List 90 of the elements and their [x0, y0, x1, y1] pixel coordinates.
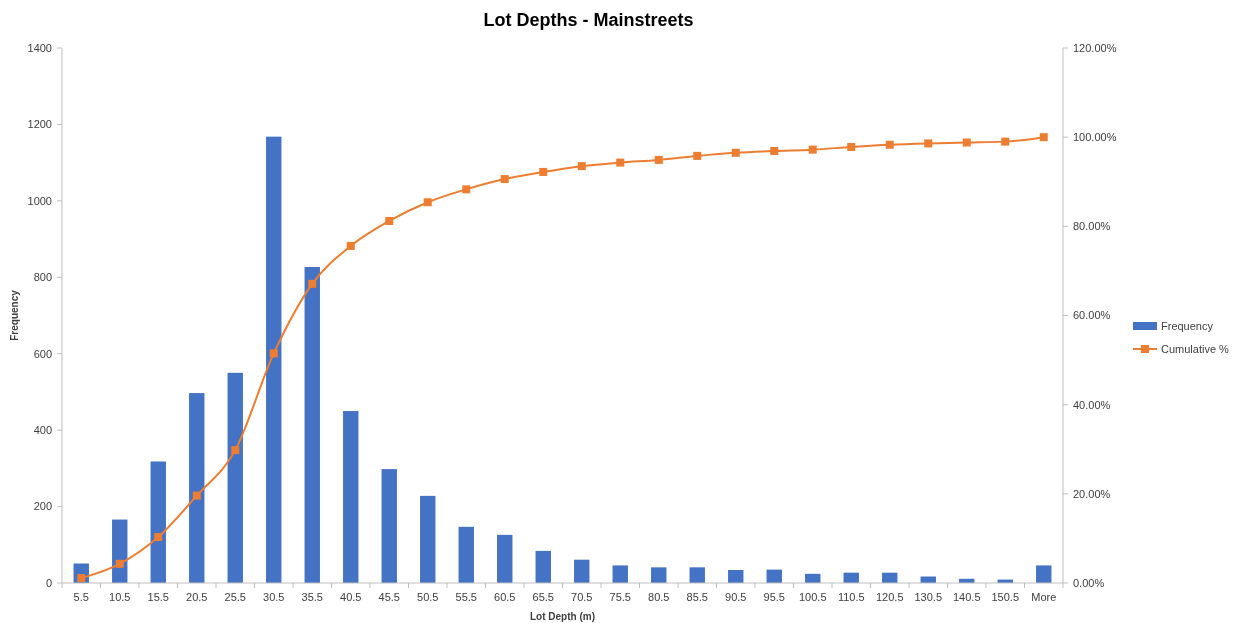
x-tick-label: 5.5: [73, 591, 89, 603]
bar: [497, 534, 513, 583]
bar: [112, 519, 128, 583]
point: [346, 241, 355, 250]
x-tick-label: 60.5: [494, 591, 516, 603]
x-axis-title: Lot Depth (m): [530, 611, 595, 622]
point: [808, 145, 817, 154]
x-tick-label: 90.5: [725, 591, 747, 603]
point: [654, 155, 663, 164]
x-tick-label: 25.5: [224, 591, 246, 603]
x-tick-label: 20.5: [186, 591, 208, 603]
y-tick-label: 1200: [27, 118, 52, 131]
y-tick-label: 400: [33, 423, 52, 436]
x-tick-label: 50.5: [417, 591, 439, 603]
x-tick-label: 85.5: [686, 591, 708, 603]
bar: [266, 136, 282, 583]
y2-tick-label: 120.00%: [1073, 41, 1117, 54]
y2-tick-label: 40.00%: [1073, 398, 1111, 411]
point: [231, 446, 240, 455]
point: [885, 140, 894, 149]
x-tick-label: 45.5: [378, 591, 400, 603]
y-tick-label: 600: [33, 347, 52, 360]
x-tick-label: 150.5: [991, 591, 1020, 603]
bar: [381, 469, 397, 583]
bar: [535, 550, 551, 583]
point: [577, 162, 586, 171]
point: [770, 146, 779, 155]
point: [308, 279, 317, 288]
point: [269, 349, 278, 358]
x-tick-label: 130.5: [914, 591, 943, 603]
point: [924, 139, 933, 148]
point: [500, 175, 509, 184]
y-tick-label: 200: [33, 500, 52, 513]
point: [115, 559, 124, 568]
point: [731, 148, 740, 157]
x-tick-label: 120.5: [875, 591, 904, 603]
y-tick-label: 0: [45, 576, 52, 589]
x-tick-label: 75.5: [609, 591, 631, 603]
y-tick-label: 1000: [27, 194, 52, 207]
bar: [728, 570, 744, 583]
x-tick-label: 30.5: [263, 591, 285, 603]
x-tick-label: 40.5: [340, 591, 362, 603]
x-tick-label: 15.5: [147, 591, 169, 603]
x-tick-label: 140.5: [952, 591, 981, 603]
bar: [1036, 565, 1052, 583]
point: [192, 491, 201, 500]
x-tick-label: 70.5: [571, 591, 593, 603]
bar: [458, 526, 474, 583]
bar: [304, 266, 320, 583]
point: [1039, 133, 1048, 142]
legend-label: Cumulative %: [1161, 342, 1230, 355]
bar: [689, 567, 705, 583]
bar: [150, 461, 166, 583]
point: [847, 142, 856, 151]
bar: [612, 565, 628, 583]
y2-tick-label: 20.00%: [1073, 487, 1111, 500]
point: [423, 198, 432, 207]
y2-tick-label: 60.00%: [1073, 309, 1111, 322]
x-tick-label: 80.5: [648, 591, 670, 603]
bar: [343, 411, 359, 583]
point: [77, 574, 86, 583]
y2-tick-label: 0.00%: [1073, 576, 1105, 589]
bar: [574, 559, 590, 583]
point: [385, 216, 394, 225]
x-tick-label: 65.5: [532, 591, 554, 603]
point: [962, 138, 971, 147]
legend-label: Frequency: [1161, 319, 1214, 332]
chart-title: Lot Depths - Mainstreets: [483, 10, 694, 30]
point: [616, 158, 625, 167]
y2-tick-label: 80.00%: [1073, 220, 1111, 233]
point: [154, 533, 163, 542]
y2-tick-label: 100.00%: [1073, 131, 1117, 144]
bar: [189, 393, 205, 583]
x-tick-label: More: [1031, 591, 1057, 603]
x-tick-label: 110.5: [837, 591, 865, 603]
bar: [651, 567, 667, 583]
x-tick-label: 100.5: [798, 591, 827, 603]
y-tick-label: 800: [33, 271, 52, 284]
bar: [420, 495, 436, 583]
x-tick-label: 55.5: [455, 591, 477, 603]
point: [1001, 137, 1010, 146]
x-tick-label: 35.5: [301, 591, 323, 603]
bar: [227, 372, 243, 583]
x-tick-label: 95.5: [763, 591, 785, 603]
y-axis-title: Frequency: [9, 289, 20, 341]
y-tick-label: 1400: [27, 41, 52, 54]
point: [693, 151, 702, 160]
point: [539, 167, 548, 176]
x-tick-label: 10.5: [109, 591, 131, 603]
point: [462, 185, 471, 194]
